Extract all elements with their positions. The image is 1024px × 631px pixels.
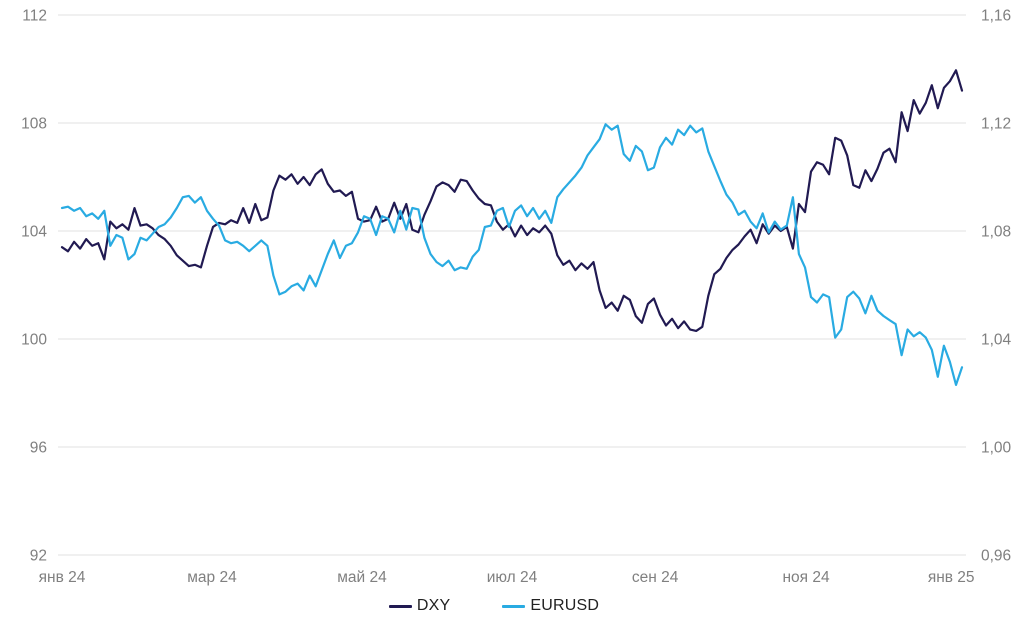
legend-label-eurusd: EURUSD	[530, 597, 600, 614]
x-axis-label: сен 24	[632, 569, 679, 586]
y-axis-left-label: 100	[21, 332, 47, 349]
x-axis: янв 24 мар 24 май 24 июл 24 сен 24 ноя 24 янв …	[39, 569, 975, 586]
chart-canvas: 92 96 100 104 108 112 0,96 1,00 1,04 1,08 1,12 1,1…	[21, 8, 1012, 587]
legend-item-eurusd[interactable]: EURUSD	[502, 598, 599, 614]
legend-label-dxy: DXY	[416, 597, 451, 614]
x-axis-label: янв 24	[39, 569, 86, 586]
gridlines-group	[58, 14, 966, 556]
y-axis-right: 0,96 1,00 1,04 1,08 1,12 1,16	[981, 8, 1012, 565]
dxy-series-swatch-icon	[388, 604, 412, 608]
y-axis-right-label: 0,96	[981, 548, 1011, 565]
y-axis-left-label: 112	[22, 8, 47, 25]
y-axis-left-label: 104	[21, 224, 47, 241]
x-axis-label: ноя 24	[782, 569, 830, 586]
y-axis-right-label: 1,08	[981, 224, 1011, 241]
legend-item-dxy[interactable]: DXY	[388, 597, 451, 614]
dxy-line-series	[60, 69, 964, 332]
x-axis-label: июл 24	[487, 569, 538, 586]
x-axis-label: май 24	[337, 569, 387, 586]
y-axis-right-label: 1,12	[981, 116, 1011, 133]
chart-legend: DXY EURUSD	[0, 598, 988, 614]
y-axis-right-label: 1,16	[981, 8, 1011, 25]
eurusd-line-series	[60, 123, 964, 386]
y-axis-left-label: 108	[21, 116, 47, 133]
eurusd-series-swatch-icon	[502, 604, 526, 608]
y-axis-right-label: 1,00	[981, 440, 1012, 457]
series-group	[60, 69, 964, 386]
y-axis-left-label: 96	[30, 440, 47, 457]
y-axis-left-label: 92	[30, 548, 47, 565]
y-axis-left: 92 96 100 104 108 112	[21, 8, 47, 565]
x-axis-label: мар 24	[187, 569, 237, 586]
x-axis-label: янв 25	[928, 569, 975, 586]
y-axis-right-label: 1,04	[981, 332, 1012, 349]
